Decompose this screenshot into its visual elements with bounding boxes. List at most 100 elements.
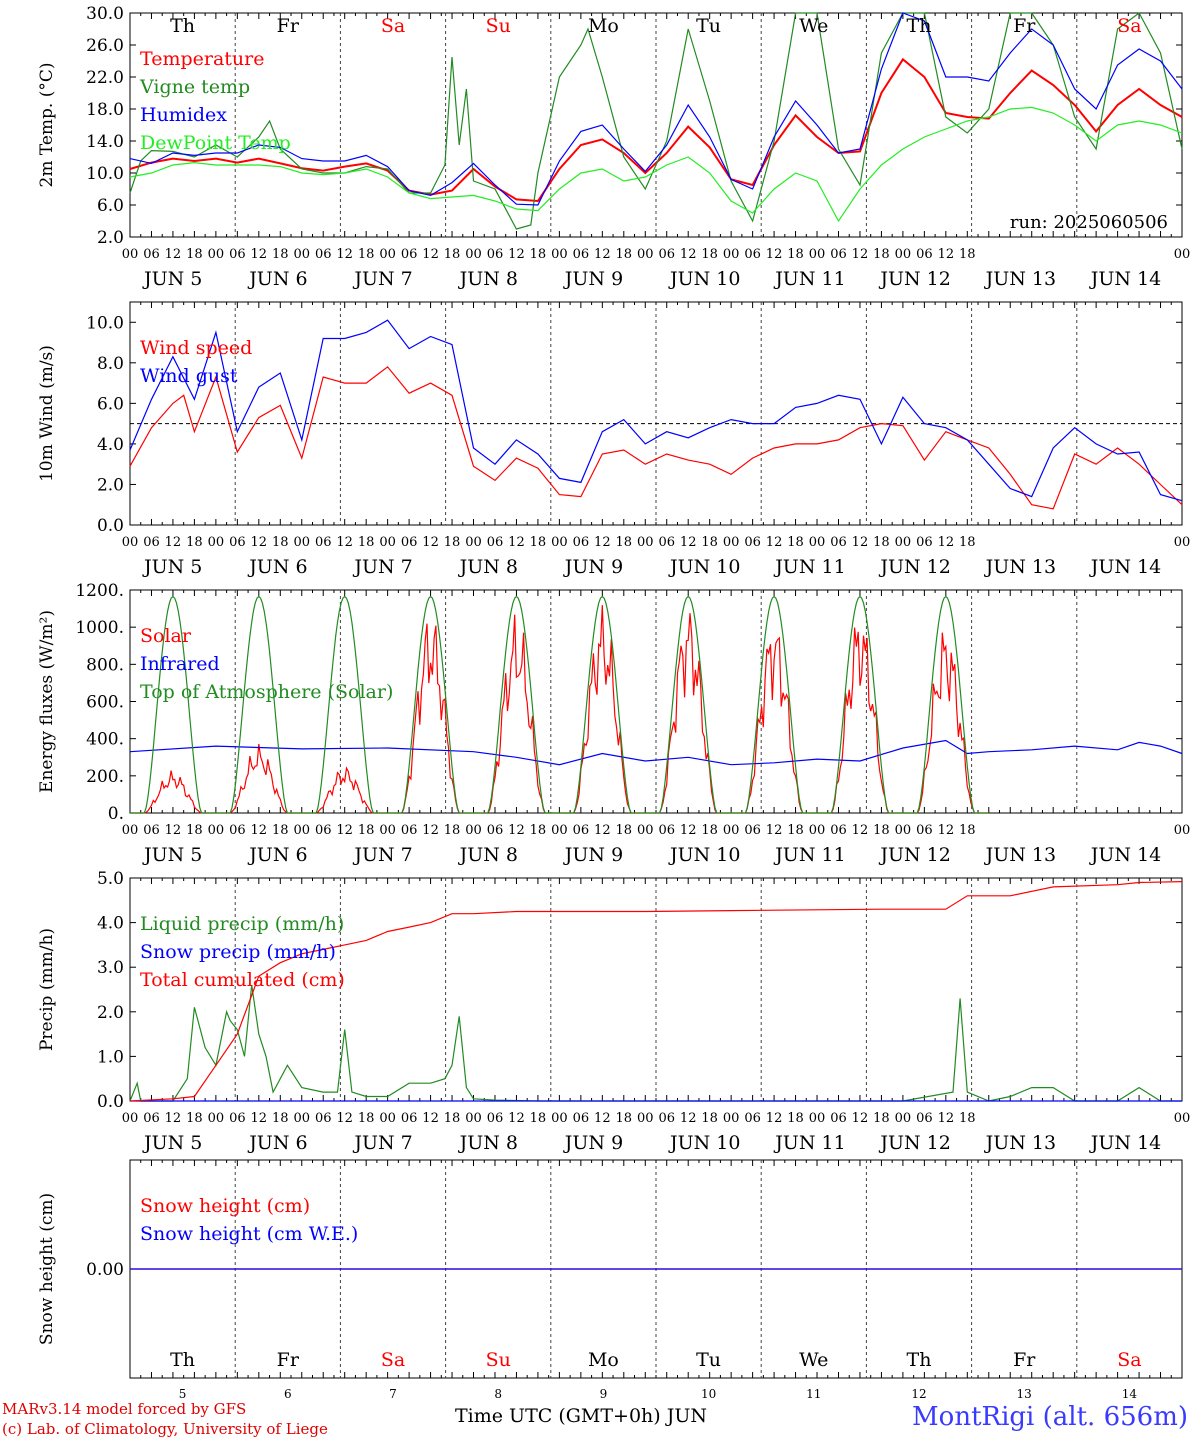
hour-label: 06 xyxy=(487,535,504,550)
hour-label: 06 xyxy=(916,247,933,262)
panel-frame-0 xyxy=(129,12,1183,238)
y-tick-label: 14.0 xyxy=(86,132,124,152)
hour-label: 18 xyxy=(186,535,203,550)
hour-label: 06 xyxy=(573,1111,590,1126)
day-number: 14 xyxy=(1122,1387,1138,1401)
date-label: JUN 9 xyxy=(563,556,623,578)
day-number: 9 xyxy=(600,1387,608,1401)
hour-label: 18 xyxy=(873,247,890,262)
day-name: Th xyxy=(907,15,932,37)
hour-label: 06 xyxy=(744,247,761,262)
hour-label: 12 xyxy=(422,247,439,262)
day-number: 13 xyxy=(1017,1387,1032,1401)
hour-label: 12 xyxy=(422,1111,439,1126)
legend-entry: Infrared xyxy=(140,653,220,675)
hour-label: 18 xyxy=(787,1111,804,1126)
day-name: Mo xyxy=(588,1349,619,1371)
hour-label: 06 xyxy=(229,823,246,838)
hour-label: 06 xyxy=(487,823,504,838)
hour-label: 18 xyxy=(701,247,718,262)
hour-label: 12 xyxy=(165,1111,182,1126)
hour-label: 18 xyxy=(873,823,890,838)
hour-label: 12 xyxy=(165,823,182,838)
run-label: run: 2025060506 xyxy=(1010,212,1168,233)
date-label: JUN 6 xyxy=(247,844,307,866)
hour-label: 06 xyxy=(916,823,933,838)
hour-label: 00 xyxy=(122,247,139,262)
date-label: JUN 14 xyxy=(1089,268,1161,290)
y-tick-label: 1.0 xyxy=(97,1047,124,1067)
y-tick-label: 5.0 xyxy=(97,869,124,889)
x-axis-title: Time UTC (GMT+0h) JUN xyxy=(455,1405,707,1427)
hour-label: 18 xyxy=(530,535,547,550)
day-name: Sa xyxy=(1117,15,1141,37)
hour-label: 06 xyxy=(658,823,675,838)
hour-label: 00 xyxy=(122,535,139,550)
hour-label: 12 xyxy=(852,823,869,838)
location-label: MontRigi (alt. 656m) xyxy=(912,1402,1188,1432)
day-name: Fr xyxy=(277,1349,300,1371)
hour-label: 06 xyxy=(573,823,590,838)
hour-label: 12 xyxy=(251,247,268,262)
hour-label: 18 xyxy=(272,823,289,838)
date-label: JUN 10 xyxy=(668,844,740,866)
hour-label: 00 xyxy=(895,823,912,838)
hour-label: 18 xyxy=(444,1111,461,1126)
hour-label: 18 xyxy=(186,823,203,838)
hour-label: 18 xyxy=(787,535,804,550)
hour-label: 06 xyxy=(573,247,590,262)
hour-label: 06 xyxy=(315,823,332,838)
hour-label: 12 xyxy=(852,535,869,550)
hour-label: 00 xyxy=(809,1111,826,1126)
date-label: JUN 14 xyxy=(1089,1132,1161,1154)
hour-label: 18 xyxy=(186,1111,203,1126)
hour-label: 12 xyxy=(680,1111,697,1126)
hour-label: 12 xyxy=(508,1111,525,1126)
hour-label: 18 xyxy=(530,247,547,262)
legend-entry: Solar xyxy=(140,625,192,647)
date-label: JUN 7 xyxy=(352,844,412,866)
hour-label: 00 xyxy=(1174,535,1191,550)
hour-label: 06 xyxy=(487,247,504,262)
hour-label: 06 xyxy=(573,535,590,550)
hour-label: 12 xyxy=(766,535,783,550)
hour-label: 06 xyxy=(229,1111,246,1126)
hour-label: 12 xyxy=(938,247,955,262)
hour-label: 06 xyxy=(315,1111,332,1126)
hour-label: 12 xyxy=(594,247,611,262)
hour-label: 00 xyxy=(208,823,225,838)
hour-label: 00 xyxy=(293,535,310,550)
hour-label: 06 xyxy=(830,823,847,838)
y-tick-label: 30.0 xyxy=(86,4,124,24)
day-name: Fr xyxy=(1013,15,1036,37)
y-tick-label: 0.0 xyxy=(97,1092,124,1112)
legend-entry: Wind gust xyxy=(140,365,238,387)
hour-label: 00 xyxy=(122,823,139,838)
hour-label: 06 xyxy=(744,1111,761,1126)
day-name: Th xyxy=(170,15,195,37)
hour-label: 06 xyxy=(487,1111,504,1126)
date-label: JUN 5 xyxy=(142,268,202,290)
day-number: 7 xyxy=(389,1387,397,1401)
date-label: JUN 6 xyxy=(247,268,307,290)
day-number: 8 xyxy=(494,1387,502,1401)
day-name: We xyxy=(799,1349,828,1371)
date-label: JUN 10 xyxy=(668,1132,740,1154)
series-line xyxy=(129,12,1183,206)
hour-label: 18 xyxy=(701,823,718,838)
hour-label: 12 xyxy=(422,535,439,550)
hour-label: 00 xyxy=(293,823,310,838)
day-name: Tu xyxy=(696,15,721,37)
legend-entry: Snow height (cm) xyxy=(140,1195,310,1217)
date-label: JUN 13 xyxy=(984,268,1056,290)
hour-label: 00 xyxy=(465,823,482,838)
hour-label: 00 xyxy=(551,535,568,550)
day-number: 6 xyxy=(284,1387,292,1401)
day-name: Fr xyxy=(1013,1349,1036,1371)
hour-label: 00 xyxy=(465,247,482,262)
date-label: JUN 6 xyxy=(247,556,307,578)
legend-entry: Humidex xyxy=(140,104,227,126)
hour-label: 12 xyxy=(165,247,182,262)
y-tick-label: 1000. xyxy=(75,618,124,638)
hour-label: 18 xyxy=(444,535,461,550)
